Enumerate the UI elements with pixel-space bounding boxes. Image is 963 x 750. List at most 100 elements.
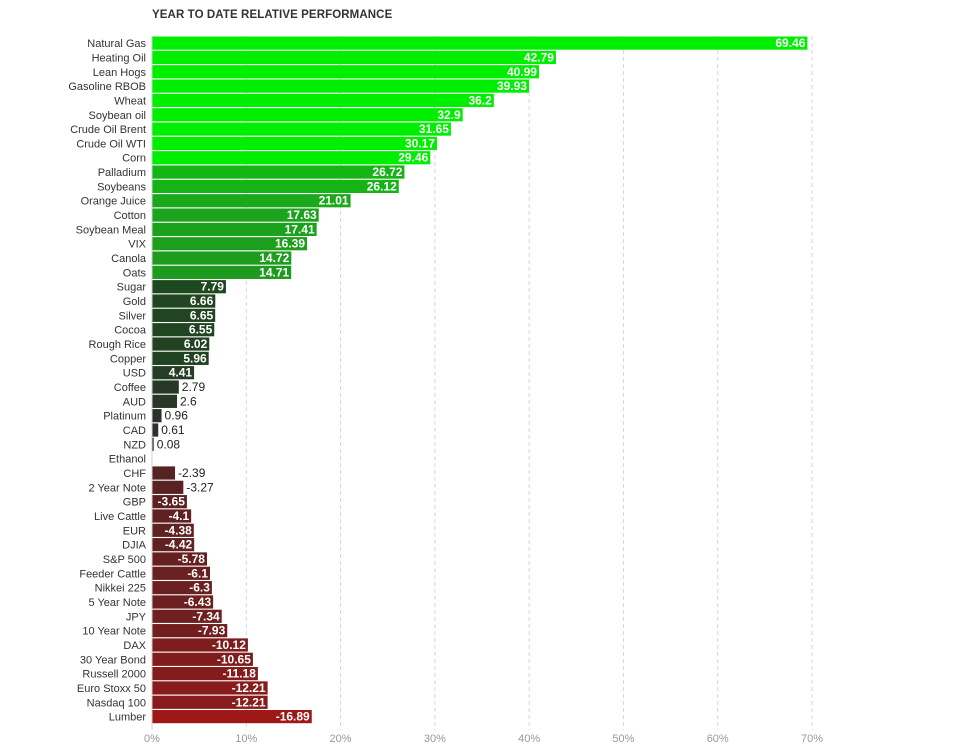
category-label: DJIA <box>122 540 147 552</box>
category-label: Copper <box>110 353 146 365</box>
category-label: 2 Year Note <box>89 482 147 494</box>
bar <box>152 280 226 294</box>
bar <box>152 237 308 251</box>
bar <box>152 638 248 652</box>
category-label: Sugar <box>117 282 147 294</box>
bar <box>152 609 222 623</box>
value-label: -11.18 <box>223 667 257 681</box>
value-label: -7.93 <box>198 624 226 638</box>
x-tick-label: 30% <box>424 733 446 745</box>
category-label: Gasoline RBOB <box>68 81 146 93</box>
value-label: -12.21 <box>232 695 266 709</box>
category-label: Crude Oil WTI <box>76 138 146 150</box>
x-tick-label: 20% <box>330 733 352 745</box>
value-label: 40.99 <box>507 65 537 79</box>
value-label: -10.12 <box>212 638 246 652</box>
bar <box>152 251 292 265</box>
category-label: USD <box>123 368 146 380</box>
bar <box>152 595 214 609</box>
value-label: 6.02 <box>184 337 208 351</box>
bar <box>152 366 195 380</box>
category-label: 5 Year Note <box>89 597 147 609</box>
category-label: Lumber <box>109 712 147 724</box>
value-label: -2.39 <box>178 466 206 480</box>
bar <box>152 136 437 151</box>
grid-lines <box>151 36 813 730</box>
bar <box>152 538 195 552</box>
bar <box>152 50 556 65</box>
value-label: -7.34 <box>192 609 220 623</box>
value-label: -3.27 <box>186 480 214 494</box>
category-label: CAD <box>123 425 146 437</box>
bar <box>152 509 192 523</box>
category-label: Canola <box>111 253 147 265</box>
x-tick-label: 40% <box>518 733 540 745</box>
category-label: Nasdaq 100 <box>87 697 146 709</box>
bar <box>152 308 216 322</box>
category-label: GBP <box>123 497 146 509</box>
bar <box>152 337 210 351</box>
category-label: Heating Oil <box>92 52 146 64</box>
category-label: S&P 500 <box>103 554 146 566</box>
bar <box>152 552 207 566</box>
value-label: -6.1 <box>187 566 208 580</box>
bar <box>152 495 187 509</box>
category-label: Corn <box>122 153 146 165</box>
value-label: -4.38 <box>164 523 192 537</box>
value-label: -10.65 <box>217 652 251 666</box>
bar <box>152 437 154 451</box>
category-labels: Natural Gas Heating Oil Lean Hogs Gasoline … <box>68 38 147 724</box>
value-label: 30.17 <box>405 136 435 150</box>
category-label: Natural Gas <box>87 38 146 50</box>
bar <box>152 624 228 638</box>
bar <box>152 409 162 423</box>
category-label: Lean Hogs <box>93 67 147 79</box>
value-label: 0.08 <box>157 437 181 451</box>
bar <box>152 380 179 394</box>
bars <box>152 36 808 724</box>
bar <box>152 151 431 165</box>
value-label: 26.12 <box>367 179 397 193</box>
category-label: Orange Juice <box>81 196 146 208</box>
category-label: Feeder Cattle <box>79 568 146 580</box>
x-tick-label: 60% <box>707 733 729 745</box>
category-label: Cotton <box>114 210 146 222</box>
value-label: 21.01 <box>319 194 349 208</box>
value-label: -6.3 <box>189 581 210 595</box>
category-label: Oats <box>123 267 147 279</box>
value-label: 6.55 <box>189 323 213 337</box>
value-label: 16.39 <box>275 237 305 251</box>
value-label: -4.42 <box>165 538 193 552</box>
category-label: Platinum <box>103 411 146 423</box>
bar <box>152 710 312 724</box>
category-label: Euro Stoxx 50 <box>77 683 146 695</box>
category-label: CHF <box>123 468 146 480</box>
bar <box>152 652 253 666</box>
value-label: -3.65 <box>158 495 186 509</box>
value-label: -5.78 <box>178 552 206 566</box>
value-label: 6.65 <box>190 308 214 322</box>
category-label: Ethanol <box>109 454 146 466</box>
bar <box>152 423 159 437</box>
bar <box>152 194 351 208</box>
value-label: 6.66 <box>190 294 214 308</box>
category-label: JPY <box>126 611 147 623</box>
bar <box>152 581 212 595</box>
category-label: Nikkei 225 <box>95 583 146 595</box>
bar <box>152 208 319 222</box>
bar <box>152 122 451 136</box>
value-label: 14.72 <box>259 251 289 265</box>
value-label: -4.1 <box>168 509 189 523</box>
bar <box>152 93 494 108</box>
category-label: VIX <box>128 239 146 251</box>
category-label: Cocoa <box>114 325 147 337</box>
value-label: 5.96 <box>183 351 207 365</box>
bar <box>152 523 194 537</box>
category-label: Soybean oil <box>89 110 147 122</box>
value-label: 4.41 <box>169 366 193 380</box>
category-label: Rough Rice <box>89 339 146 351</box>
category-label: 30 Year Bond <box>80 654 146 666</box>
category-label: Live Cattle <box>94 511 146 523</box>
